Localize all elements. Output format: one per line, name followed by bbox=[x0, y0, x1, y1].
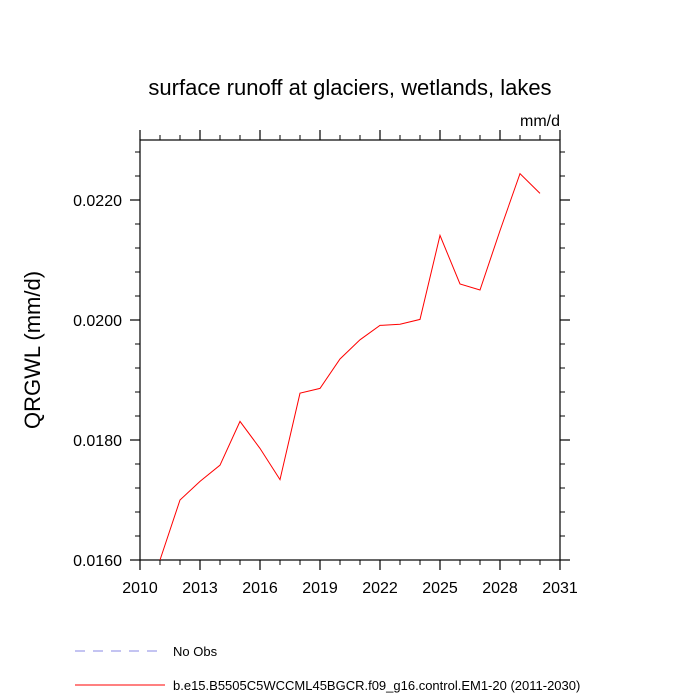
y-axis-label: QRGWL (mm/d) bbox=[20, 271, 45, 429]
series-line bbox=[159, 172, 541, 561]
y-tick-label: 0.0180 bbox=[73, 433, 122, 450]
x-tick-labels: 2010 2013 2016 2019 2022 2025 2028 2031 bbox=[122, 580, 578, 597]
x-tick-label: 2019 bbox=[302, 580, 338, 597]
plot-frame bbox=[139, 139, 561, 561]
units-label: mm/d bbox=[520, 113, 560, 130]
data-series bbox=[159, 172, 541, 561]
chart-title: surface runoff at glaciers, wetlands, la… bbox=[148, 75, 551, 100]
x-tick-label: 2013 bbox=[182, 580, 218, 597]
y-tick-labels: 0.0160 0.0180 0.0200 0.0220 bbox=[73, 193, 122, 570]
legend-label: No Obs bbox=[173, 644, 218, 659]
x-tick-label: 2028 bbox=[482, 580, 518, 597]
x-tick-label: 2031 bbox=[542, 580, 578, 597]
legend: No Obs b.e15.B5505C5WCCML45BGCR.f09_g16.c… bbox=[75, 644, 580, 693]
axis-ticks bbox=[130, 130, 570, 570]
y-tick-label: 0.0160 bbox=[73, 553, 122, 570]
y-tick-label: 0.0200 bbox=[73, 313, 122, 330]
y-tick-label: 0.0220 bbox=[73, 193, 122, 210]
x-tick-label: 2022 bbox=[362, 580, 398, 597]
x-tick-label: 2010 bbox=[122, 580, 158, 597]
x-tick-label: 2016 bbox=[242, 580, 278, 597]
legend-label: b.e15.B5505C5WCCML45BGCR.f09_g16.control… bbox=[173, 678, 580, 693]
x-tick-label: 2025 bbox=[422, 580, 458, 597]
